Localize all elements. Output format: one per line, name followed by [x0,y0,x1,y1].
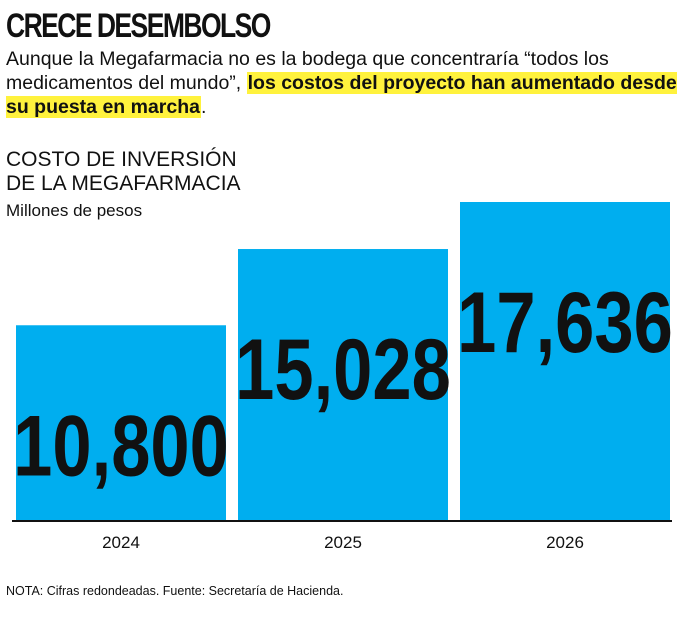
headline: CRECE DESEMBOLSO [6,7,271,45]
bar-2024 [16,325,226,520]
bar-value-label: 17,636 [457,274,673,370]
chart-title-line1: COSTO DE INVERSIÓN [6,148,237,171]
chart-unit-label: Millones de pesos [6,201,143,220]
x-tick-label: 2025 [324,533,362,552]
x-tick-label: 2024 [102,533,140,552]
bar-2025 [238,249,448,520]
intro-end: . [201,96,207,118]
intro-paragraph: Aunque la Megafarmacia no es la bodega q… [6,47,678,119]
x-tick-label: 2026 [546,533,584,552]
footnote: NOTA: Cifras redondeadas. Fuente: Secret… [6,584,344,598]
chart-title-line2: DE LA MEGAFARMACIA [6,172,241,195]
chart-title: COSTO DE INVERSIÓN DE LA MEGAFARMACIA [6,148,241,196]
bar-2026 [460,202,670,520]
bar-value-label: 15,028 [235,321,451,417]
intro-text: Aunque la Megafarmacia no es la bodega q… [6,48,609,94]
bar-value-label: 10,800 [13,398,229,494]
